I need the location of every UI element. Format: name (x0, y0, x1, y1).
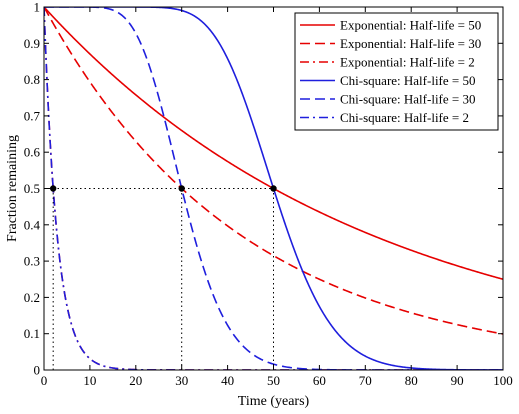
x-tick-label: 60 (313, 373, 326, 388)
x-tick-label: 80 (405, 373, 418, 388)
x-tick-label: 20 (129, 373, 142, 388)
legend-label: Chi-square: Half-life = 30 (340, 92, 475, 107)
y-tick-label: 0.6 (24, 145, 41, 160)
y-tick-label: 0.4 (24, 217, 41, 232)
y-tick-label: 0.8 (24, 72, 40, 87)
series-line-2 (44, 7, 503, 335)
legend-label: Exponential: Half-life = 50 (340, 18, 481, 33)
x-axis-title: Time (years) (238, 394, 310, 409)
x-tick-label: 70 (359, 373, 372, 388)
legend-label: Exponential: Half-life = 2 (340, 55, 475, 70)
y-tick-label: 0.7 (24, 108, 41, 123)
y-tick-label: 1 (34, 0, 41, 15)
legend-label: Chi-square: Half-life = 2 (340, 110, 469, 125)
y-axis-title: Fraction remaining (5, 135, 20, 242)
y-tick-label: 0.5 (24, 181, 40, 196)
legend-box (294, 12, 499, 131)
half-life-point-2 (178, 185, 185, 192)
y-tick-label: 0.3 (24, 254, 40, 269)
y-tick-label: 0.1 (24, 326, 40, 341)
y-tick-label: 0 (34, 363, 41, 378)
x-tick-label: 50 (267, 373, 280, 388)
legend: Exponential: Half-life = 50 Exponential: … (294, 12, 499, 131)
legend-label: Chi-square: Half-life = 50 (340, 73, 475, 88)
x-tick-label: 90 (451, 373, 464, 388)
x-tick-label: 0 (41, 373, 48, 388)
half-life-point-1 (49, 185, 57, 192)
x-tick-label: 100 (493, 373, 513, 388)
x-tick-label: 30 (175, 373, 188, 388)
y-tick-label: 0.9 (24, 36, 40, 51)
axes-layer: 0 10 20 30 40 50 60 70 80 90 100 0 0.1 0.2 0.3 0.4 0.5 0.… (24, 0, 513, 388)
half-life-point-3 (270, 185, 277, 192)
y-tick-label: 0.2 (24, 290, 40, 305)
legend-label: Exponential: Half-life = 30 (340, 36, 481, 51)
x-tick-label: 10 (83, 373, 96, 388)
x-tick-label: 40 (221, 373, 234, 388)
reference-lines-layer (44, 185, 277, 370)
